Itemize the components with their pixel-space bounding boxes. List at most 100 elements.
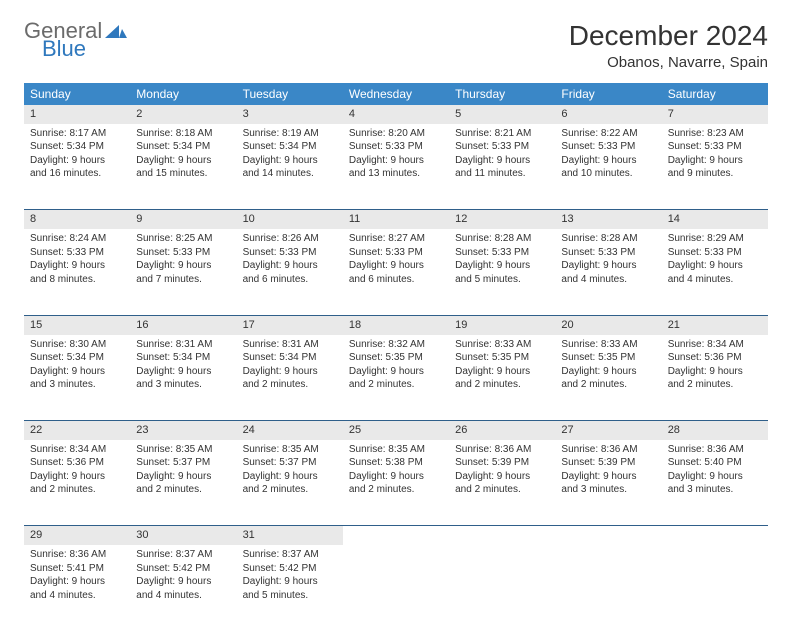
day-number: 3 <box>237 105 343 124</box>
sunset: Sunset: 5:33 PM <box>455 246 549 260</box>
daylight-line-2: and 2 minutes. <box>561 378 655 392</box>
daylight-line-2: and 3 minutes. <box>668 483 762 497</box>
daylight-line-1: Daylight: 9 hours <box>30 575 124 589</box>
day-number: 14 <box>662 210 768 229</box>
daynum-row: 293031 <box>24 526 768 545</box>
daylight-line-2: and 9 minutes. <box>668 167 762 181</box>
daylight-line-1: Daylight: 9 hours <box>349 365 443 379</box>
daylight-line-1: Daylight: 9 hours <box>243 470 337 484</box>
daylight-line-2: and 3 minutes. <box>136 378 230 392</box>
sunset: Sunset: 5:39 PM <box>561 456 655 470</box>
sunset: Sunset: 5:42 PM <box>136 562 230 576</box>
sunrise: Sunrise: 8:28 AM <box>455 232 549 246</box>
sunset: Sunset: 5:34 PM <box>136 140 230 154</box>
daynum-row: 891011121314 <box>24 210 768 229</box>
daylight-line-2: and 2 minutes. <box>30 483 124 497</box>
sunrise: Sunrise: 8:30 AM <box>30 338 124 352</box>
week-row: Sunrise: 8:17 AMSunset: 5:34 PMDaylight:… <box>24 124 768 210</box>
sunset: Sunset: 5:35 PM <box>349 351 443 365</box>
sunset: Sunset: 5:33 PM <box>30 246 124 260</box>
sunset: Sunset: 5:34 PM <box>30 351 124 365</box>
daylight-line-2: and 2 minutes. <box>243 378 337 392</box>
day-cell: Sunrise: 8:22 AMSunset: 5:33 PMDaylight:… <box>555 124 661 210</box>
day-cell <box>343 545 449 631</box>
daynum-row: 1234567 <box>24 105 768 124</box>
day-cell: Sunrise: 8:35 AMSunset: 5:37 PMDaylight:… <box>237 440 343 526</box>
day-cell <box>555 545 661 631</box>
sunset: Sunset: 5:33 PM <box>455 140 549 154</box>
day-number: 6 <box>555 105 661 124</box>
location: Obanos, Navarre, Spain <box>569 54 768 71</box>
day-cell: Sunrise: 8:18 AMSunset: 5:34 PMDaylight:… <box>130 124 236 210</box>
sunrise: Sunrise: 8:36 AM <box>668 443 762 457</box>
day-cell: Sunrise: 8:19 AMSunset: 5:34 PMDaylight:… <box>237 124 343 210</box>
week-row: Sunrise: 8:30 AMSunset: 5:34 PMDaylight:… <box>24 335 768 421</box>
sunset: Sunset: 5:33 PM <box>243 246 337 260</box>
day-number: 9 <box>130 210 236 229</box>
daylight-line-1: Daylight: 9 hours <box>455 154 549 168</box>
day-number: 11 <box>343 210 449 229</box>
daynum-row: 15161718192021 <box>24 315 768 334</box>
day-number: 17 <box>237 315 343 334</box>
day-cell: Sunrise: 8:26 AMSunset: 5:33 PMDaylight:… <box>237 229 343 315</box>
sunset: Sunset: 5:34 PM <box>243 351 337 365</box>
day-number: 27 <box>555 421 661 440</box>
daylight-line-2: and 2 minutes. <box>668 378 762 392</box>
daylight-line-2: and 16 minutes. <box>30 167 124 181</box>
day-cell: Sunrise: 8:28 AMSunset: 5:33 PMDaylight:… <box>555 229 661 315</box>
day-number <box>449 526 555 545</box>
sunset: Sunset: 5:38 PM <box>349 456 443 470</box>
sunrise: Sunrise: 8:27 AM <box>349 232 443 246</box>
day-cell: Sunrise: 8:23 AMSunset: 5:33 PMDaylight:… <box>662 124 768 210</box>
day-number: 21 <box>662 315 768 334</box>
day-cell: Sunrise: 8:21 AMSunset: 5:33 PMDaylight:… <box>449 124 555 210</box>
sunset: Sunset: 5:33 PM <box>136 246 230 260</box>
day-number: 29 <box>24 526 130 545</box>
sunrise: Sunrise: 8:35 AM <box>136 443 230 457</box>
day-number: 16 <box>130 315 236 334</box>
sunrise: Sunrise: 8:28 AM <box>561 232 655 246</box>
daylight-line-2: and 2 minutes. <box>349 483 443 497</box>
sunrise: Sunrise: 8:19 AM <box>243 127 337 141</box>
daylight-line-1: Daylight: 9 hours <box>136 470 230 484</box>
sunrise: Sunrise: 8:20 AM <box>349 127 443 141</box>
sunset: Sunset: 5:33 PM <box>561 140 655 154</box>
col-wednesday: Wednesday <box>343 83 449 105</box>
day-number: 4 <box>343 105 449 124</box>
sunset: Sunset: 5:35 PM <box>455 351 549 365</box>
daylight-line-2: and 2 minutes. <box>243 483 337 497</box>
sunrise: Sunrise: 8:26 AM <box>243 232 337 246</box>
day-cell: Sunrise: 8:29 AMSunset: 5:33 PMDaylight:… <box>662 229 768 315</box>
sunset: Sunset: 5:34 PM <box>30 140 124 154</box>
day-number: 28 <box>662 421 768 440</box>
sunrise: Sunrise: 8:33 AM <box>455 338 549 352</box>
sunrise: Sunrise: 8:23 AM <box>668 127 762 141</box>
daylight-line-2: and 11 minutes. <box>455 167 549 181</box>
day-cell: Sunrise: 8:35 AMSunset: 5:38 PMDaylight:… <box>343 440 449 526</box>
day-number: 7 <box>662 105 768 124</box>
header: General Blue December 2024 Obanos, Navar… <box>24 20 768 71</box>
day-cell: Sunrise: 8:27 AMSunset: 5:33 PMDaylight:… <box>343 229 449 315</box>
sunset: Sunset: 5:39 PM <box>455 456 549 470</box>
day-cell <box>662 545 768 631</box>
sunrise: Sunrise: 8:18 AM <box>136 127 230 141</box>
day-number: 26 <box>449 421 555 440</box>
sunrise: Sunrise: 8:22 AM <box>561 127 655 141</box>
day-number <box>555 526 661 545</box>
sunset: Sunset: 5:34 PM <box>136 351 230 365</box>
day-cell: Sunrise: 8:31 AMSunset: 5:34 PMDaylight:… <box>130 335 236 421</box>
sunset: Sunset: 5:41 PM <box>30 562 124 576</box>
day-number: 2 <box>130 105 236 124</box>
daylight-line-2: and 10 minutes. <box>561 167 655 181</box>
day-number: 1 <box>24 105 130 124</box>
sunrise: Sunrise: 8:17 AM <box>30 127 124 141</box>
sunrise: Sunrise: 8:36 AM <box>561 443 655 457</box>
day-number <box>662 526 768 545</box>
daylight-line-1: Daylight: 9 hours <box>30 365 124 379</box>
daylight-line-1: Daylight: 9 hours <box>561 154 655 168</box>
day-cell: Sunrise: 8:34 AMSunset: 5:36 PMDaylight:… <box>24 440 130 526</box>
daylight-line-2: and 14 minutes. <box>243 167 337 181</box>
title-block: December 2024 Obanos, Navarre, Spain <box>569 20 768 71</box>
day-cell: Sunrise: 8:30 AMSunset: 5:34 PMDaylight:… <box>24 335 130 421</box>
daylight-line-1: Daylight: 9 hours <box>668 365 762 379</box>
